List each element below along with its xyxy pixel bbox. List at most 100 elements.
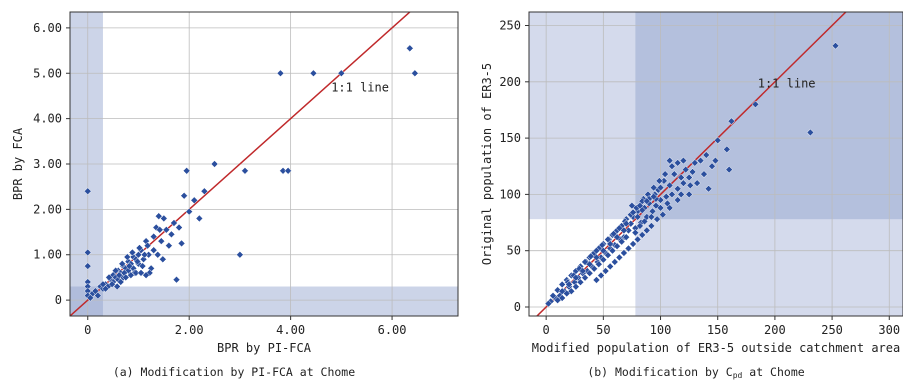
x-axis-label: BPR by PI-FCA: [217, 341, 312, 355]
x-tick-label: 6.00: [378, 323, 407, 337]
data-point: [679, 179, 688, 187]
data-point: [649, 192, 658, 201]
data-point: [182, 167, 191, 175]
data-point: [670, 170, 679, 178]
data-point: [597, 271, 605, 280]
data-point: [241, 167, 249, 175]
panel-b: 0 50 100 150 200 250 300 0 50 100 150 200 250 1:1 lin…: [480, 11, 903, 380]
data-point: [688, 168, 697, 176]
data-point: [661, 170, 669, 178]
data-point: [723, 145, 731, 154]
data-point: [175, 223, 183, 232]
data-point: [647, 222, 656, 230]
data-point: [142, 271, 150, 279]
data-point: [629, 240, 637, 248]
data-point: [693, 179, 701, 187]
data-point: [200, 187, 209, 195]
data-point: [668, 190, 676, 199]
data-point: [83, 248, 92, 257]
data-point: [624, 244, 633, 253]
data-point: [590, 264, 598, 273]
data-point: [592, 276, 601, 284]
data-point: [702, 151, 711, 159]
x-tick-label: 50: [596, 323, 610, 337]
data-point: [284, 167, 292, 175]
y-tick-label: 3.00: [33, 157, 62, 171]
data-point: [128, 248, 137, 257]
data-point: [686, 181, 695, 190]
y-axis-label: BPR by FCA: [11, 127, 25, 200]
data-point: [595, 260, 603, 268]
y-tick-label: 0: [55, 293, 62, 307]
data-point: [549, 291, 557, 300]
data-point: [622, 219, 630, 228]
data-point: [640, 217, 649, 226]
data-point: [713, 136, 722, 145]
data-point: [94, 291, 102, 300]
data-point: [679, 156, 688, 165]
data-point: [704, 185, 713, 193]
data-point: [572, 273, 580, 282]
data-point: [153, 250, 162, 259]
data-point: [558, 287, 566, 295]
data-point: [620, 226, 628, 235]
panel-b-frame: [528, 11, 903, 317]
y-tick-label: 0: [514, 300, 521, 314]
data-point: [606, 240, 614, 248]
data-point: [113, 282, 121, 291]
data-point: [611, 258, 619, 266]
data-point: [599, 255, 608, 264]
data-point: [576, 278, 585, 286]
data-point: [122, 273, 130, 282]
data-point: [135, 244, 144, 252]
data-point: [108, 280, 116, 288]
x-tick-label: 4.00: [276, 323, 305, 337]
data-point: [190, 196, 199, 205]
data-point: [685, 173, 693, 182]
data-point: [613, 242, 621, 250]
x-tick-label: 0: [543, 323, 550, 337]
data-point: [665, 156, 674, 165]
x-tick-label: 2.00: [175, 323, 204, 337]
data-point: [585, 269, 594, 277]
data-point: [572, 282, 580, 291]
data-point: [662, 192, 671, 201]
data-point: [647, 213, 656, 221]
data-point: [700, 170, 708, 178]
data-point: [411, 69, 419, 78]
data-point: [83, 262, 92, 270]
y-tick-label: 2.00: [33, 202, 62, 216]
data-point: [133, 257, 142, 266]
data-point: [606, 262, 614, 271]
data-point: [636, 222, 644, 230]
data-point: [565, 280, 573, 289]
data-point: [115, 271, 123, 279]
figure-caption: (b) Modification by Cpd at Chome: [587, 365, 804, 380]
data-point: [633, 213, 642, 221]
data-point: [160, 214, 168, 223]
x-tick-label: 150: [707, 323, 729, 337]
data-point: [180, 192, 188, 200]
data-point: [665, 181, 674, 190]
panel-a: 0 2.00 4.00 6.00 0 1.00 2.00 3.00 4.00 5.00 6.00 1:…: [11, 11, 459, 379]
data-point: [185, 207, 193, 216]
y-tick-label: 1.00: [33, 248, 62, 262]
data-point: [711, 156, 720, 165]
data-point: [143, 241, 152, 250]
data-point: [406, 44, 414, 53]
data-point: [633, 235, 642, 244]
x-tick-label: 250: [821, 323, 843, 337]
data-point: [613, 233, 621, 241]
data-point: [592, 253, 601, 262]
data-point: [831, 42, 840, 50]
data-point: [604, 251, 612, 259]
data-point: [656, 183, 665, 192]
data-point: [622, 233, 630, 241]
data-point: [145, 269, 154, 277]
data-point: [673, 196, 682, 204]
y-tick-label: 5.00: [33, 66, 62, 80]
data-point: [608, 246, 617, 255]
data-point: [663, 199, 672, 208]
y-tick-label: 100: [499, 187, 521, 201]
data-point: [170, 219, 178, 227]
